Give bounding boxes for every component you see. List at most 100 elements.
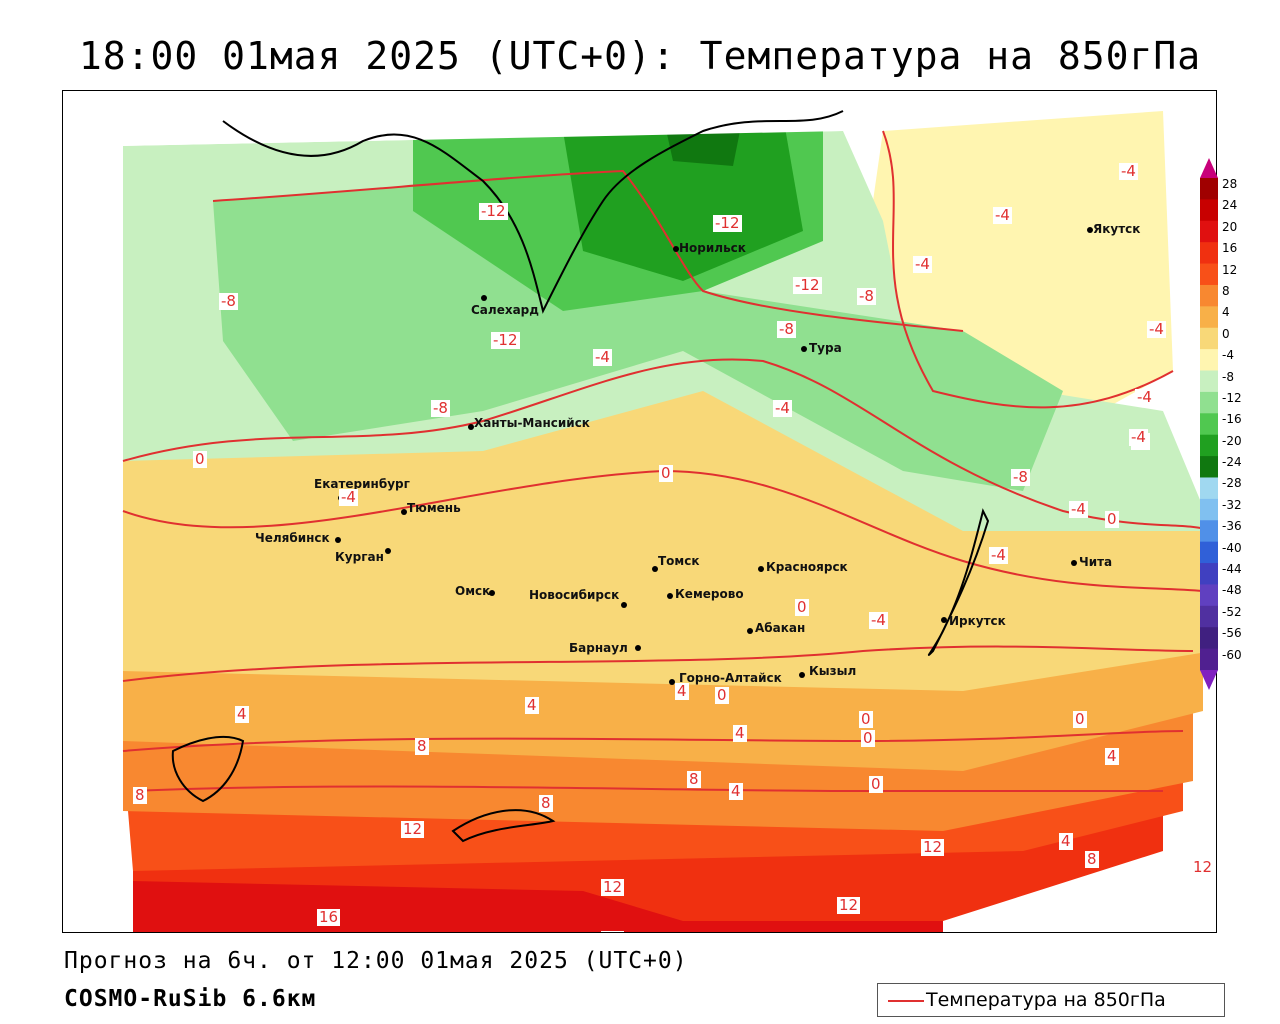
city-chita: Чита (1071, 555, 1112, 569)
contour-label: 12 (601, 931, 625, 932)
contour-label: 0 (861, 729, 875, 747)
contour-label: 8 (687, 770, 701, 788)
colorbar-swatch (1200, 349, 1218, 372)
city-tura: Тура (801, 341, 842, 355)
colorbar-swatch (1200, 541, 1218, 564)
colorbar-tick-label: -48 (1222, 583, 1242, 598)
contour-label: 0 (193, 450, 207, 468)
contour-label: -4 (1135, 388, 1154, 406)
contour-label: -4 (989, 546, 1008, 564)
contour-label: -12 (491, 331, 520, 349)
city-salekhard: Салехард (471, 295, 539, 317)
city-kurgan: Курган (335, 548, 391, 564)
contour-label: -4 (593, 348, 612, 366)
colorbar-tick-label: 16 (1222, 241, 1238, 256)
contour-label: 12 (1191, 858, 1215, 876)
colorbar-tick-label: 4 (1222, 305, 1230, 320)
map-title: 18:00 01мая 2025 (UTC+0): Температура на… (78, 34, 1202, 78)
contour-label: -4 (1129, 428, 1148, 446)
city-chelyabinsk: Челябинск (255, 531, 341, 545)
city-omsk: Омск (455, 584, 495, 598)
city-tyumen: Тюмень (401, 501, 461, 515)
city-norilsk: Норильск (673, 241, 746, 255)
lake-balkhash (451, 809, 556, 843)
contour-label: 0 (869, 775, 883, 793)
city-krasnoyarsk: Красноярск (758, 560, 848, 574)
colorbar-swatch (1200, 242, 1218, 265)
contour-label: 4 (525, 696, 539, 714)
contour-label: 4 (729, 782, 743, 800)
contour-label: -8 (1011, 468, 1030, 486)
contour-label: -4 (913, 255, 932, 273)
colorbar-overflow-top (1200, 158, 1218, 178)
colorbar-swatch (1200, 477, 1218, 500)
contour-label: 0 (1073, 710, 1087, 728)
contour-line (122, 730, 1184, 752)
colorbar-swatch (1200, 263, 1218, 286)
colorbar-tick-label: 20 (1222, 219, 1238, 234)
colorbar-swatch (1200, 498, 1218, 521)
contour-line (122, 469, 1204, 592)
contour-label: -4 (869, 611, 888, 629)
colorbar-tick-label: -32 (1222, 497, 1242, 512)
aral-sea (171, 735, 245, 803)
contour-label: 12 (601, 878, 625, 896)
map-area: Якутск Норильск Салехард Тура Ханты-Манс… (62, 90, 1217, 933)
colorbar-swatch (1200, 178, 1218, 200)
colorbar-overflow-bottom (1200, 670, 1218, 690)
legend-line-swatch (888, 1000, 924, 1002)
outside-domain-bottom-right (951, 871, 1216, 932)
coastline (222, 110, 844, 314)
contour-label: 12 (401, 820, 425, 838)
colorbar-tick-label: -28 (1222, 476, 1242, 491)
outside-domain-left (63, 91, 123, 932)
contour-label: 8 (133, 786, 147, 804)
colorbar-tick-label: 12 (1222, 262, 1238, 277)
model-name: COSMO-RuSib 6.6км (64, 986, 317, 1012)
forecast-info: Прогноз на 6ч. от 12:00 01мая 2025 (UTC+… (64, 948, 688, 974)
contour-label: -4 (1069, 500, 1088, 518)
contour-label: 16 (317, 908, 341, 926)
colorbar-swatch (1200, 520, 1218, 543)
colorbar-swatch (1200, 199, 1218, 222)
colorbar-swatch (1200, 456, 1218, 478)
contour-label: -8 (857, 287, 876, 305)
contour-label: -4 (993, 206, 1012, 224)
contour-label: 0 (659, 464, 673, 482)
colorbar-swatch (1200, 434, 1218, 457)
contour-label: 4 (733, 724, 747, 742)
colorbar-swatch (1200, 605, 1218, 628)
outside-domain-top-right (1163, 91, 1216, 131)
temperature-field (63, 91, 1216, 932)
contour-label: -4 (1119, 162, 1138, 180)
band-minus12 (213, 171, 1063, 491)
contour-label: 8 (539, 794, 553, 812)
colorbar-swatch (1200, 220, 1218, 243)
colorbar-swatch (1200, 370, 1218, 393)
contour-label: -8 (431, 399, 450, 417)
outside-domain-top-left (63, 91, 863, 146)
contour-label: -8 (777, 320, 796, 338)
city-novosibirsk: Новосибирск (529, 588, 627, 608)
contour-label: 4 (235, 705, 249, 723)
city-irkutsk: Иркутск (941, 614, 1006, 628)
colorbar-tick-label: -4 (1222, 348, 1234, 363)
contour-label: -12 (713, 214, 742, 232)
contour-line (132, 785, 1163, 793)
colorbar-tick-label: 24 (1222, 198, 1238, 213)
contour-label: -12 (479, 202, 508, 220)
colorbar-tick-label: 0 (1222, 326, 1230, 341)
contour-line (212, 169, 964, 332)
colorbar-tick-label: 8 (1222, 283, 1230, 298)
lake-baikal (927, 508, 990, 656)
contour-label: 0 (715, 686, 729, 704)
contour-line (882, 130, 1174, 409)
contour-label: -12 (793, 276, 822, 294)
contour-label: 0 (859, 710, 873, 728)
contour-label: 4 (1105, 747, 1119, 765)
colorbar-swatch (1200, 627, 1218, 650)
colorbar (1200, 158, 1218, 690)
contour-label: 12 (921, 838, 945, 856)
colorbar-tick-label: -16 (1222, 412, 1242, 427)
city-barnaul: Барнаул (569, 641, 641, 655)
